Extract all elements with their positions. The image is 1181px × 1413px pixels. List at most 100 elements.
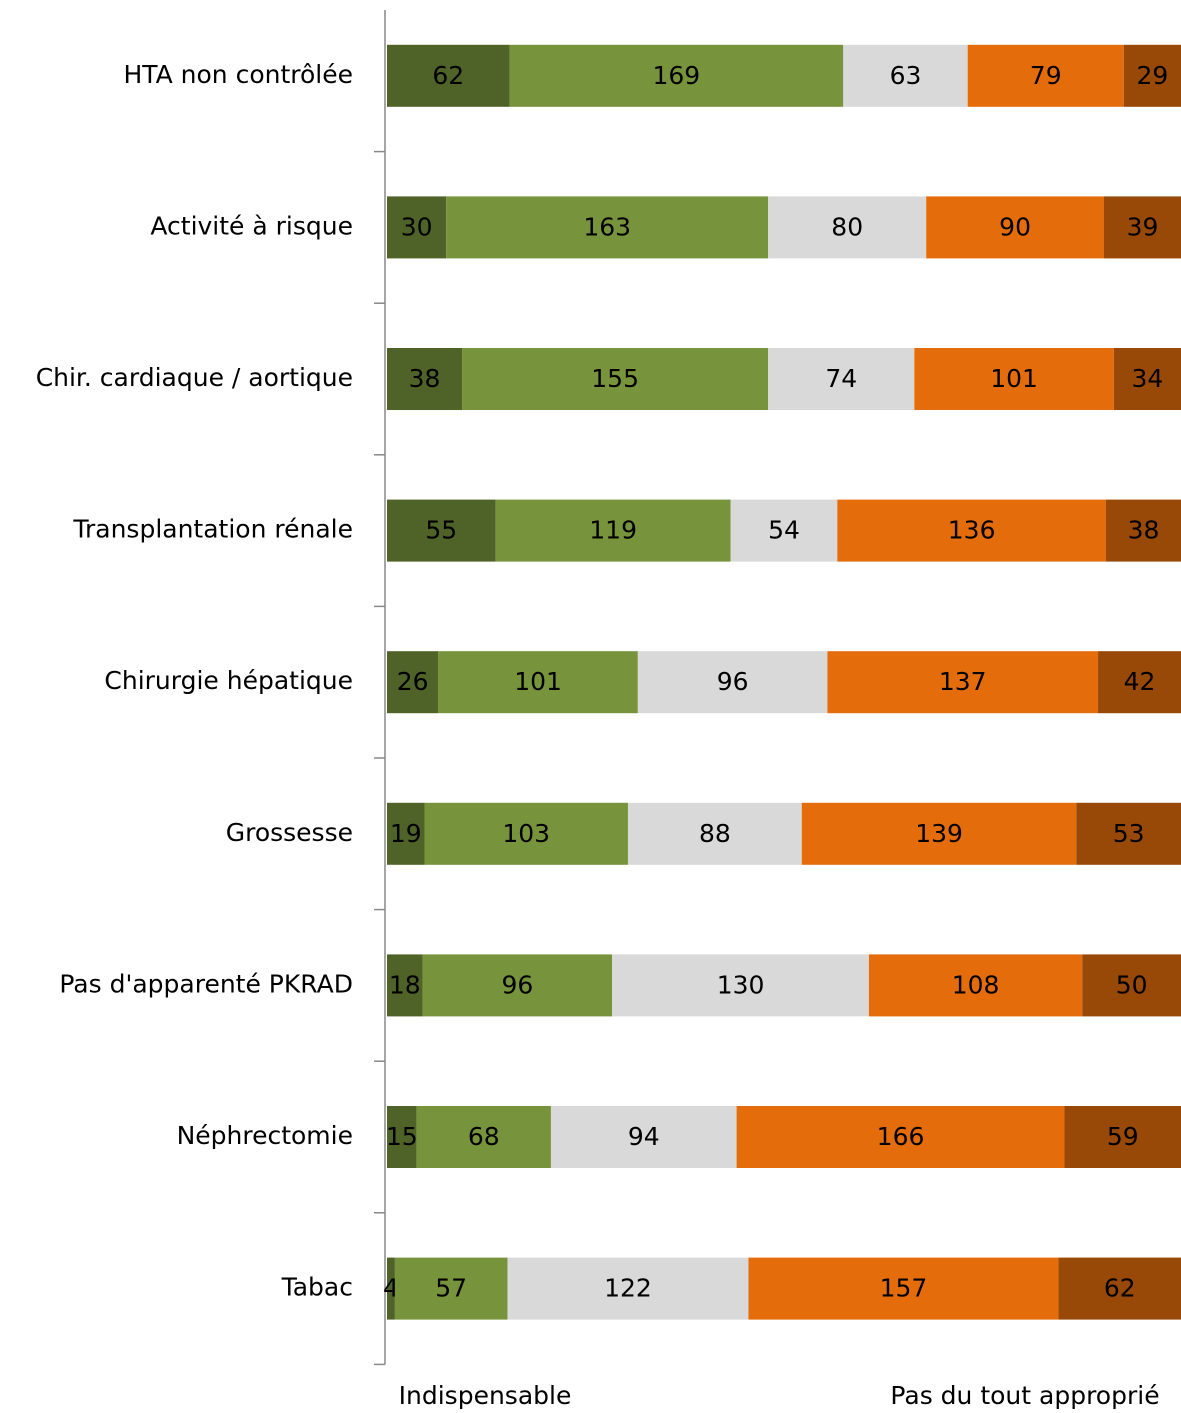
- category-label: Activité à risque: [150, 211, 353, 240]
- data-label: 38: [409, 364, 441, 393]
- data-label: 103: [502, 819, 550, 848]
- bar-segment: [827, 651, 1099, 714]
- data-label: 122: [604, 1274, 652, 1303]
- bar-segment: [438, 651, 638, 714]
- bar-segment: [768, 348, 915, 410]
- data-label: 59: [1107, 1122, 1139, 1151]
- right-end-label: Pas du tout approprié: [890, 1381, 1159, 1410]
- bar-segment: [1076, 802, 1181, 865]
- data-label: 163: [583, 212, 631, 241]
- data-label: 68: [468, 1122, 500, 1151]
- category-label: Chirurgie hépatique: [104, 666, 353, 695]
- data-label: 88: [699, 819, 731, 848]
- data-label: 155: [591, 364, 639, 393]
- bar-segment: [768, 196, 927, 259]
- data-label: 96: [501, 970, 533, 999]
- bar-segment: [416, 1106, 551, 1168]
- data-label: 53: [1113, 819, 1145, 848]
- data-label: 34: [1132, 364, 1164, 393]
- bar-segment: [837, 499, 1106, 562]
- bar-segment: [1058, 1257, 1181, 1320]
- bar-segment: [612, 954, 869, 1017]
- category-label: Grossesse: [226, 818, 353, 847]
- data-label: 62: [432, 61, 464, 90]
- bar-segment: [550, 1106, 737, 1168]
- bar-segment: [422, 954, 613, 1017]
- data-label: 80: [831, 212, 863, 241]
- category-label: Néphrectomie: [177, 1121, 353, 1150]
- data-label: 30: [401, 212, 433, 241]
- category-label: HTA non contrôlée: [123, 60, 353, 89]
- data-label: 101: [990, 364, 1038, 393]
- bar-segment: [868, 954, 1083, 1017]
- bar-segment: [387, 348, 463, 410]
- data-label: 137: [939, 667, 987, 696]
- bar-segment: [495, 499, 731, 562]
- bar-segment: [1098, 651, 1181, 714]
- category-label: Pas d'apparenté PKRAD: [59, 969, 353, 998]
- data-label: 130: [717, 970, 765, 999]
- data-label: 15: [386, 1122, 418, 1151]
- data-label: 50: [1116, 970, 1148, 999]
- data-label: 108: [952, 970, 1000, 999]
- bar-segment: [730, 499, 838, 562]
- data-label: 18: [389, 970, 421, 999]
- data-label: 38: [1128, 516, 1160, 545]
- bar-segment: [926, 196, 1104, 259]
- data-label: 74: [825, 364, 857, 393]
- bar-segment: [387, 954, 423, 1017]
- data-label: 136: [948, 516, 996, 545]
- bar-segment: [843, 44, 968, 107]
- left-end-label: Indispensable: [399, 1381, 572, 1410]
- bar-segment: [462, 348, 769, 410]
- bar-segment: [387, 44, 510, 107]
- bar-segment: [387, 651, 439, 714]
- data-label: 166: [877, 1122, 925, 1151]
- category-label: Chir. cardiaque / aortique: [36, 363, 353, 392]
- bar-segment: [1103, 196, 1181, 259]
- data-label: 26: [397, 667, 429, 696]
- data-label: 57: [435, 1274, 467, 1303]
- bar-segment: [509, 44, 844, 107]
- bar-segment: [736, 1106, 1065, 1168]
- bar-segment: [1123, 44, 1181, 107]
- data-label: 96: [717, 667, 749, 696]
- data-label: 169: [652, 61, 700, 90]
- category-label: Transplantation rénale: [72, 515, 353, 544]
- bar-segment: [387, 196, 447, 259]
- bar-segment: [637, 651, 828, 714]
- bar-segment: [446, 196, 769, 259]
- data-label: 79: [1030, 61, 1062, 90]
- bar-segment: [387, 499, 496, 562]
- data-label: 39: [1127, 212, 1159, 241]
- data-label: 29: [1136, 61, 1168, 90]
- bar-segment: [627, 802, 802, 865]
- data-label: 54: [768, 516, 800, 545]
- data-label: 119: [589, 516, 637, 545]
- bar-segment: [387, 802, 425, 865]
- data-label: 94: [628, 1122, 660, 1151]
- data-label: 157: [880, 1274, 928, 1303]
- bar-segment: [914, 348, 1114, 410]
- category-label: Tabac: [281, 1273, 353, 1302]
- bar-segment: [507, 1257, 749, 1320]
- data-label: 19: [390, 819, 422, 848]
- bar-segment: [387, 1106, 417, 1168]
- data-label: 101: [514, 667, 562, 696]
- bar-segment: [1105, 499, 1181, 562]
- data-label: 63: [890, 61, 922, 90]
- data-label: 55: [425, 516, 457, 545]
- data-label: 90: [999, 212, 1031, 241]
- data-label: 42: [1124, 667, 1156, 696]
- bar-segment: [967, 44, 1124, 107]
- bar-segment: [1064, 1106, 1181, 1168]
- bar-segment: [1082, 954, 1181, 1017]
- bar-segment: [801, 802, 1077, 865]
- bar-segment: [394, 1257, 508, 1320]
- bar-segment: [1113, 348, 1181, 410]
- bar-segment: [748, 1257, 1059, 1320]
- bar-segment: [387, 1257, 395, 1320]
- data-label: 62: [1104, 1274, 1136, 1303]
- data-label: 139: [915, 819, 963, 848]
